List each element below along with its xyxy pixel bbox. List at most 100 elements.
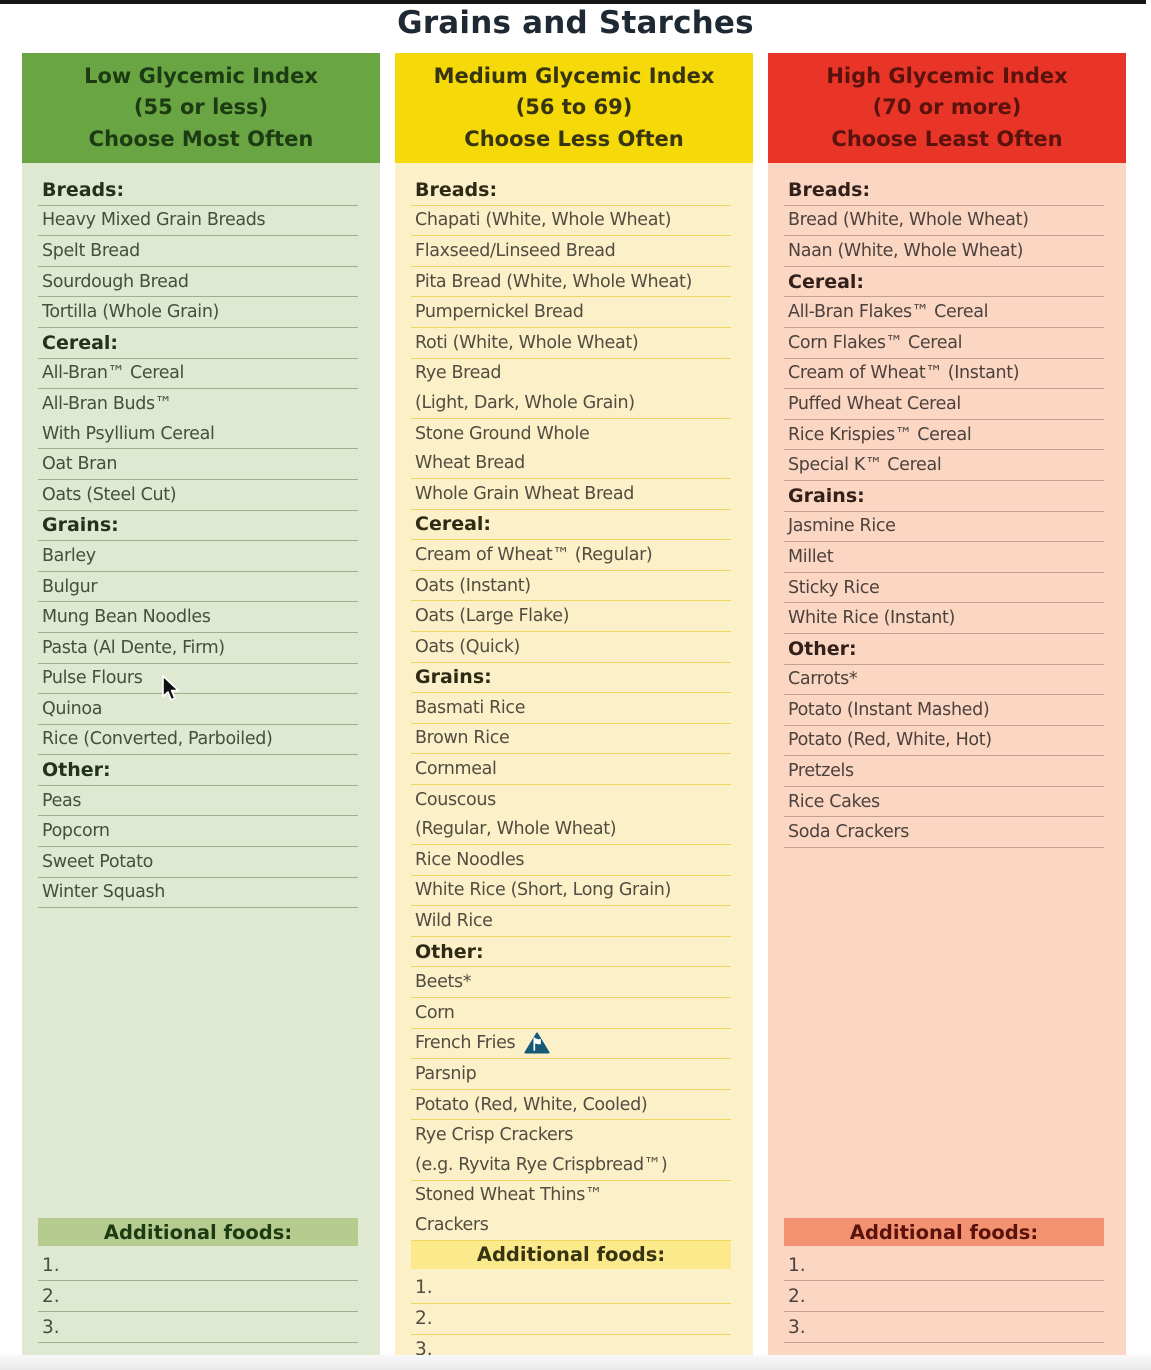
column-medium: Medium Glycemic Index (56 to 69) Choose Le…	[395, 53, 753, 1370]
food-label: Oats (Instant)	[415, 575, 531, 596]
food-row: Stone Ground Whole Wheat Bread	[411, 419, 731, 479]
food-list: Breads: Chapati (White, Whole Wheat) Flaxs…	[411, 175, 731, 1241]
row-line: Millet	[784, 542, 1104, 572]
food-label: Potato (Red, White, Cooled)	[415, 1094, 648, 1115]
row-line: Corn	[411, 998, 731, 1028]
row-line: Grains:	[38, 511, 358, 541]
page-title: Grains and Starches	[397, 5, 754, 41]
food-label: Carrots*	[788, 669, 858, 690]
category-label: Breads:	[788, 178, 871, 201]
category-row: Grains:	[38, 511, 358, 542]
row-line: Pita Bread (White, Whole Wheat)	[411, 267, 731, 297]
food-label: Rice Krispies™ Cereal	[788, 424, 972, 445]
row-line: Chapati (White, Whole Wheat)	[411, 206, 731, 236]
category-row: Cereal:	[411, 510, 731, 541]
food-row: All-Bran™ Cereal	[38, 359, 358, 390]
additional-foods-section: Additional foods: 1. 2. 3.	[38, 1218, 358, 1343]
food-row: Corn	[411, 998, 731, 1029]
food-row: Beets*	[411, 967, 731, 999]
column-header-high: High Glycemic Index (70 or more) Choose Le…	[768, 53, 1126, 163]
food-label: Whole Grain Wheat Bread	[415, 483, 634, 504]
food-row: Winter Squash	[38, 878, 358, 909]
row-line: Breads:	[411, 175, 731, 205]
additional-food-number: 2.	[42, 1285, 60, 1307]
food-label: Mung Bean Noodles	[42, 607, 211, 628]
column-header-medium: Medium Glycemic Index (56 to 69) Choose Le…	[395, 53, 753, 163]
food-label: Pasta (Al Dente, Firm)	[42, 637, 225, 658]
food-label: (Light, Dark, Whole Grain)	[415, 392, 635, 413]
food-row: Couscous (Regular, Whole Wheat)	[411, 785, 731, 846]
food-label: Special K™ Cereal	[788, 455, 942, 476]
food-row: Mung Bean Noodles	[38, 602, 358, 633]
food-label: Pretzels	[788, 761, 854, 782]
food-label: Potato (Instant Mashed)	[788, 699, 990, 720]
category-label: Breads:	[415, 178, 498, 201]
food-label: Naan (White, Whole Wheat)	[788, 240, 1024, 261]
category-label: Cereal:	[42, 331, 119, 354]
food-row: Oats (Instant)	[411, 571, 731, 602]
food-label: French Fries	[415, 1033, 516, 1054]
row-line: Potato (Instant Mashed)	[784, 695, 1104, 725]
row-line: Rice (Converted, Parboiled)	[38, 725, 358, 755]
row-line: Popcorn	[38, 816, 358, 846]
additional-food-number: 1.	[42, 1254, 60, 1276]
food-label: Potato (Red, White, Hot)	[788, 730, 992, 751]
food-row: Pulse Flours	[38, 664, 358, 695]
food-row: Jasmine Rice	[784, 512, 1104, 543]
row-line: (Light, Dark, Whole Grain)	[411, 388, 731, 418]
food-row: Carrots*	[784, 665, 1104, 696]
food-label: Spelt Bread	[42, 240, 140, 261]
food-row: Potato (Instant Mashed)	[784, 695, 1104, 726]
food-row: Cream of Wheat™ (Instant)	[784, 359, 1104, 390]
food-row: Soda Crackers	[784, 817, 1104, 849]
additional-foods-heading: Additional foods:	[784, 1218, 1104, 1246]
food-label: Rye Bread	[415, 363, 502, 384]
row-line: Grains:	[411, 663, 731, 693]
additional-foods-heading: Additional foods:	[411, 1240, 731, 1269]
food-label: Tortilla (Whole Grain)	[42, 302, 220, 323]
food-row: Corn Flakes™ Cereal	[784, 328, 1104, 359]
row-line: Potato (Red, White, Cooled)	[411, 1090, 731, 1120]
food-row: Roti (White, Whole Wheat)	[411, 328, 731, 359]
column-header-line: Choose Less Often	[464, 126, 684, 151]
row-line: Other:	[411, 937, 731, 967]
row-line: All-Bran™ Cereal	[38, 359, 358, 389]
additional-foods-section: Additional foods: 1. 2. 3.	[784, 1218, 1104, 1343]
food-list: Breads: Heavy Mixed Grain Breads Spelt Bre…	[38, 175, 358, 909]
row-line: Jasmine Rice	[784, 512, 1104, 542]
food-label: Wheat Bread	[415, 453, 525, 474]
row-line: Basmati Rice	[411, 693, 731, 723]
food-row: Rye Crisp Crackers (e.g. Ryvita Rye Crisp…	[411, 1120, 731, 1181]
food-label: Jasmine Rice	[788, 516, 896, 537]
row-line: Carrots*	[784, 665, 1104, 695]
additional-food-blank-row: 1.	[784, 1250, 1104, 1281]
food-row: Rice Krispies™ Cereal	[784, 420, 1104, 451]
row-line: Cereal:	[784, 267, 1104, 297]
food-label: Chapati (White, Whole Wheat)	[415, 210, 672, 231]
food-label: Cornmeal	[415, 759, 497, 780]
category-label: Cereal:	[788, 270, 865, 293]
food-row: Rice Cakes	[784, 787, 1104, 818]
food-row: Oats (Quick)	[411, 632, 731, 663]
row-line: With Psyllium Cereal	[38, 419, 358, 449]
food-row: Bulgur	[38, 572, 358, 603]
food-row: Rice Noodles	[411, 845, 731, 876]
row-line: Oat Bran	[38, 449, 358, 479]
food-label: Oats (Large Flake)	[415, 606, 570, 627]
food-label: Sweet Potato	[42, 851, 153, 872]
category-label: Grains:	[415, 666, 492, 689]
food-label: All-Bran Buds™	[42, 393, 172, 414]
column-low: Low Glycemic Index (55 or less) Choose Mos…	[22, 53, 380, 1355]
row-line: Tortilla (Whole Grain)	[38, 297, 358, 327]
additional-food-number: 3.	[42, 1316, 60, 1338]
category-label: Breads:	[42, 178, 125, 201]
food-row: Cornmeal	[411, 754, 731, 785]
column-header-line: High Glycemic Index	[826, 63, 1068, 88]
column-spacer	[38, 908, 358, 1218]
row-line: All-Bran Buds™	[38, 389, 358, 419]
food-row: White Rice (Instant)	[784, 603, 1104, 634]
row-line: Soda Crackers	[784, 817, 1104, 847]
food-row: Rye Bread (Light, Dark, Whole Grain)	[411, 359, 731, 419]
row-line: Spelt Bread	[38, 236, 358, 266]
additional-food-blank-row: 2.	[38, 1281, 358, 1312]
